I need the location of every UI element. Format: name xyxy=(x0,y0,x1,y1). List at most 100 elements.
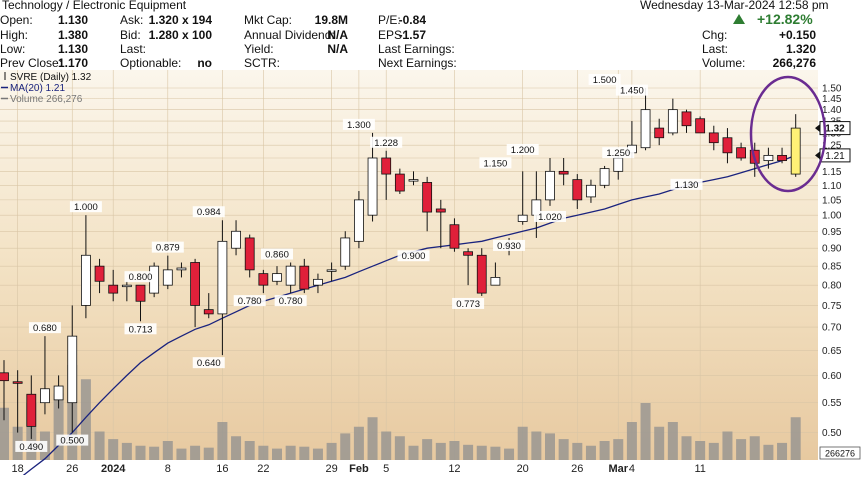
price-label-bg xyxy=(192,357,225,369)
price-label: 0.713 xyxy=(129,324,153,335)
candle-body[interactable] xyxy=(613,157,624,172)
price-label-bg xyxy=(479,157,512,169)
volume-bar xyxy=(476,445,487,460)
volume-bar xyxy=(681,436,692,460)
price-label: 1.200 xyxy=(511,145,535,156)
chart-canvas: 0.50 0.55 0.60 0.65 0.70 0.75 0.80 0.85 0.90 0.95… xyxy=(0,70,863,480)
candle-body[interactable] xyxy=(367,157,378,216)
candle-body[interactable] xyxy=(490,277,501,286)
volume-bar xyxy=(367,417,378,460)
candle-body[interactable] xyxy=(190,262,201,306)
candle-body[interactable] xyxy=(162,269,173,286)
price-label-bg xyxy=(274,295,307,307)
candle-body[interactable] xyxy=(299,265,310,290)
candle-body[interactable] xyxy=(654,127,665,139)
candle-body[interactable] xyxy=(722,137,733,154)
candle-body[interactable] xyxy=(476,254,487,294)
volume-bar xyxy=(667,422,678,460)
legend-entry: MA(20) 1.21 xyxy=(10,83,65,94)
candle-body[interactable] xyxy=(40,388,50,404)
volume-bar xyxy=(599,441,610,460)
candle-body[interactable] xyxy=(53,385,64,401)
volume-bar xyxy=(490,446,501,460)
candle-body[interactable] xyxy=(381,157,392,175)
stat-value: 266,276 xyxy=(772,56,816,70)
axis-tag-pointer xyxy=(815,124,820,133)
candle-body[interactable] xyxy=(26,393,37,427)
plot-background xyxy=(0,70,818,460)
candle-body[interactable] xyxy=(272,273,282,282)
price-label: 1.300 xyxy=(347,120,371,131)
price-label-bg xyxy=(670,178,703,190)
candle-body[interactable] xyxy=(12,381,23,384)
price-label-bg xyxy=(124,323,157,335)
candle-body[interactable] xyxy=(135,284,146,302)
candle-body[interactable] xyxy=(545,170,555,201)
volume-bar xyxy=(545,433,555,460)
stat-label: High: xyxy=(0,28,29,42)
candle-body[interactable] xyxy=(67,335,78,404)
y-tick-label: 0.90 xyxy=(822,244,842,255)
candle-body[interactable] xyxy=(313,278,323,286)
candle-body[interactable] xyxy=(244,237,255,271)
candle-body[interactable] xyxy=(285,265,296,286)
candle-body[interactable] xyxy=(394,173,405,192)
price-label-bg xyxy=(28,322,61,334)
price-label-bg xyxy=(192,206,225,218)
candle-body[interactable] xyxy=(640,109,651,149)
stat-label: Chg: xyxy=(702,28,728,42)
datetime-label: Wednesday 13-Mar-2024 12:58 pm xyxy=(640,0,829,12)
x-tick-label: 8 xyxy=(165,463,171,475)
candle-body[interactable] xyxy=(435,208,446,213)
candle-body[interactable] xyxy=(0,372,9,382)
candle-body[interactable] xyxy=(422,182,433,213)
candle-body[interactable] xyxy=(708,132,719,144)
price-label: 0.780 xyxy=(238,296,262,307)
candle-body[interactable] xyxy=(176,267,187,271)
candle-body[interactable] xyxy=(463,251,474,256)
volume-bar xyxy=(763,444,774,460)
candle-body[interactable] xyxy=(763,154,774,162)
candle-body[interactable] xyxy=(695,118,706,134)
stat-label: Last: xyxy=(120,42,147,56)
y-tick-label: 1.40 xyxy=(822,105,842,116)
candle-body[interactable] xyxy=(790,127,801,175)
candle-body[interactable] xyxy=(517,214,528,222)
y-tick-label: 1.15 xyxy=(822,167,842,178)
stat-value: -1.57 xyxy=(398,28,426,42)
candle-body[interactable] xyxy=(340,237,351,267)
legend-entry: SVRE (Daily) 1.32 xyxy=(10,72,92,83)
candle-body[interactable] xyxy=(353,199,364,242)
candle-body[interactable] xyxy=(326,269,337,272)
volume-bar xyxy=(517,426,528,460)
stat-label: Annual Dividend: xyxy=(244,28,335,42)
stat-label: P/E: xyxy=(378,13,401,27)
candle-body[interactable] xyxy=(258,273,269,286)
candle-body[interactable] xyxy=(681,111,692,127)
candle-body[interactable] xyxy=(108,284,119,294)
candle-body[interactable] xyxy=(599,168,610,186)
candle-body[interactable] xyxy=(217,240,228,315)
axis-tag-text: 1.32 xyxy=(825,124,845,135)
price-label-bg xyxy=(151,241,184,253)
candle-body[interactable] xyxy=(203,309,214,315)
y-tick-label: 1.50 xyxy=(822,84,842,95)
volume-bar xyxy=(531,431,542,460)
stock-chart[interactable]: 0.50 0.55 0.60 0.65 0.70 0.75 0.80 0.85 0.90 0.95… xyxy=(0,70,863,480)
candle-body[interactable] xyxy=(558,170,569,175)
candle-body[interactable] xyxy=(231,230,241,249)
volume-bar xyxy=(108,439,119,460)
candle-body[interactable] xyxy=(81,254,91,306)
candle-body[interactable] xyxy=(572,179,583,201)
candle-body[interactable] xyxy=(736,147,746,159)
candle-body[interactable] xyxy=(121,284,132,288)
volume-bar xyxy=(326,442,337,460)
candle-body[interactable] xyxy=(408,179,419,182)
candle-body[interactable] xyxy=(94,265,105,282)
price-label: 1.450 xyxy=(620,86,644,97)
candle-body[interactable] xyxy=(586,184,596,198)
candle-body[interactable] xyxy=(449,224,460,249)
y-tick-label: 0.50 xyxy=(822,428,842,439)
candle-body[interactable] xyxy=(667,109,678,134)
candle-body[interactable] xyxy=(777,154,787,162)
